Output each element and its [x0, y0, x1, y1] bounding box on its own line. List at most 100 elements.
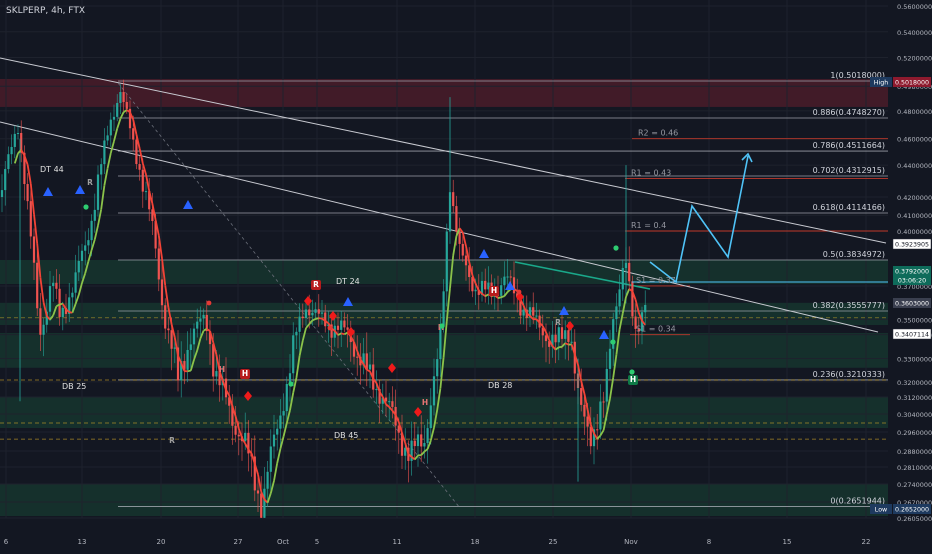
- candle-body: [43, 325, 45, 335]
- candle-body: [343, 321, 345, 328]
- signal-marker-label: R: [169, 436, 175, 445]
- price-badge-label: High: [874, 80, 888, 87]
- candle-body: [107, 135, 109, 140]
- candle-body: [299, 317, 301, 332]
- price-badge-label: 0.5018000: [895, 80, 929, 87]
- pivot-level-label: S1 = 0.34: [636, 325, 676, 334]
- candle-body: [75, 272, 77, 292]
- candle-body: [318, 309, 320, 313]
- pattern-label: DT 44: [40, 165, 64, 174]
- time-tick-label: 27: [234, 538, 243, 546]
- price-badge-label: Low: [875, 507, 887, 514]
- candle-body: [305, 310, 307, 319]
- signal-dot-green: [610, 339, 615, 344]
- candle-body: [561, 327, 563, 339]
- candle-body: [123, 92, 125, 102]
- candle-body: [174, 347, 176, 348]
- pattern-label: DB 25: [62, 382, 86, 391]
- candle-body: [340, 321, 342, 330]
- candle-body: [132, 128, 134, 139]
- candle-body: [17, 133, 19, 134]
- time-tick-label: 11: [393, 538, 402, 546]
- candle-body: [423, 443, 425, 447]
- price-tick-label: 0.4200000: [897, 194, 932, 202]
- candle-body: [1, 190, 3, 197]
- price-tick-label: 0.2605000: [897, 515, 932, 523]
- signal-dot-red: [207, 301, 212, 306]
- candle-body: [555, 335, 557, 343]
- fib-level-label: 0.702(0.4312915): [813, 166, 885, 175]
- price-tick-label: 0.5200000: [897, 55, 932, 63]
- time-tick-label: 25: [549, 538, 558, 546]
- pivot-level-label: R2 = 0.46: [638, 129, 678, 138]
- candle-body: [465, 256, 467, 266]
- candle-body: [558, 327, 560, 342]
- candle-body: [270, 446, 272, 471]
- candle-body: [276, 429, 278, 435]
- candle-body: [321, 312, 323, 313]
- time-tick-label: Nov: [624, 538, 638, 546]
- candle-body: [36, 263, 38, 309]
- candle-body: [103, 141, 105, 165]
- candle-body: [279, 416, 281, 429]
- signal-marker-label: R: [555, 318, 561, 327]
- time-axis-background: [0, 530, 932, 550]
- price-badge-label: 03:06:20: [898, 278, 926, 285]
- candle-body: [619, 289, 621, 306]
- candle-body: [459, 232, 461, 244]
- time-tick-label: 18: [471, 538, 480, 546]
- pivot-level-label: R1 = 0.4: [631, 221, 666, 230]
- candle-body: [452, 192, 454, 206]
- price-tick-label: 0.2960000: [897, 429, 932, 437]
- price-tick-label: 0.5600000: [897, 3, 932, 11]
- candle-body: [267, 472, 269, 489]
- candle-body: [644, 305, 646, 312]
- candle-body: [196, 322, 198, 329]
- candle-body: [292, 335, 294, 373]
- candle-body: [52, 283, 54, 286]
- candle-body: [631, 281, 633, 316]
- fib-level-label: 0.5(0.3834972): [823, 250, 885, 259]
- candle-body: [187, 350, 189, 370]
- fib-level-label: 0.618(0.4114166): [813, 203, 885, 212]
- candle-body: [55, 283, 57, 289]
- candle-body: [523, 310, 525, 316]
- price-tick-label: 0.2810000: [897, 464, 932, 472]
- candle-body: [113, 117, 115, 120]
- candle-body: [606, 369, 608, 402]
- candle-body: [436, 359, 438, 376]
- moving-average-segment: [501, 296, 504, 297]
- candle-body: [283, 411, 285, 415]
- moving-average-segment: [498, 297, 501, 298]
- candle-body: [135, 140, 137, 164]
- fib-level-label: 0.886(0.4748270): [813, 108, 885, 117]
- moving-average-segment: [341, 333, 344, 334]
- candle-body: [212, 344, 214, 376]
- candle-body: [580, 388, 582, 405]
- candle-body: [433, 376, 435, 405]
- candle-body: [164, 305, 166, 328]
- candle-body: [71, 293, 73, 298]
- price-tick-label: 0.4000000: [897, 228, 932, 236]
- pattern-label: DT 24: [336, 277, 360, 286]
- candle-body: [462, 244, 464, 256]
- price-tick-label: 0.2880000: [897, 448, 932, 456]
- candle-body: [587, 417, 589, 427]
- candle-body: [503, 277, 505, 286]
- candle-body: [84, 245, 86, 250]
- candle-body: [14, 134, 16, 147]
- moving-average-segment: [188, 371, 191, 372]
- candle-body: [244, 433, 246, 441]
- candle-body: [567, 330, 569, 342]
- candle-body: [583, 405, 585, 417]
- candle-body: [81, 251, 83, 261]
- moving-average-segment: [316, 318, 319, 319]
- candle-body: [337, 326, 339, 330]
- moving-average-segment: [319, 318, 322, 319]
- price-tick-label: 0.2740000: [897, 481, 932, 489]
- candle-body: [4, 169, 6, 190]
- price-badge-label: 0.2652000: [895, 507, 929, 514]
- signal-dot-green: [83, 204, 88, 209]
- candle-body: [590, 427, 592, 447]
